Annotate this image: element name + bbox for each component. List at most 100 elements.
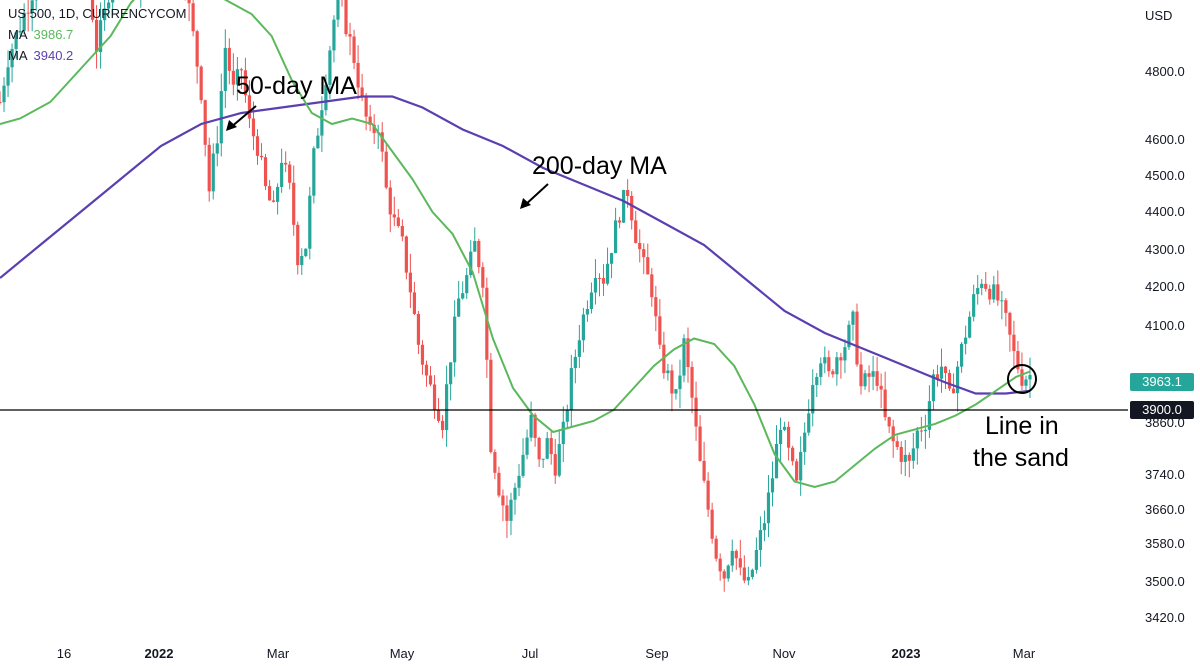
candle-body (807, 413, 811, 433)
candle-body (674, 389, 678, 394)
y-tick-label: 4200.0 (1145, 279, 1185, 294)
candle-body (348, 34, 352, 37)
candle-body (195, 31, 199, 67)
candle-body (968, 316, 972, 338)
candle-body (710, 509, 714, 539)
symbol-text: US 500, 1D, CURRENCYCOM (8, 6, 187, 21)
candle-body (827, 357, 831, 372)
candle-body (726, 565, 730, 579)
candle-body (432, 384, 437, 410)
candle-body (613, 220, 618, 254)
svg-text:3900.0: 3900.0 (1142, 402, 1182, 417)
candle-body (505, 505, 509, 521)
candle-body (754, 549, 759, 570)
y-tick-label: 3740.0 (1145, 467, 1185, 482)
candle-body (336, 0, 340, 20)
candle-body (388, 187, 392, 215)
candle-body (976, 288, 980, 295)
candle-body (569, 368, 573, 411)
chart-header-symbol: US 500, 1D, CURRENCYCOM (8, 6, 186, 21)
candle-body (187, 0, 191, 4)
candle-body (815, 376, 819, 386)
ma50-line (0, 0, 1031, 489)
candle-body (601, 278, 606, 284)
candle-body (10, 48, 14, 68)
x-tick-label: 16 (57, 646, 71, 661)
candle-body (18, 30, 22, 33)
candle-body (839, 357, 843, 361)
candle-body (782, 426, 787, 430)
candle-body (384, 151, 388, 188)
candle-body (597, 277, 602, 279)
candle-body (746, 576, 750, 581)
candle-body (557, 444, 561, 476)
candle-body (778, 429, 783, 444)
candle-body (895, 441, 899, 447)
candle-body (1020, 369, 1024, 386)
candle-body (666, 370, 670, 374)
candle-body (461, 293, 465, 299)
candle-body (770, 478, 775, 493)
x-tick-label: Mar (1013, 646, 1036, 661)
candle-body (593, 277, 598, 293)
candle-body (404, 236, 408, 273)
y-tick-label: 3580.0 (1145, 536, 1185, 551)
candle-body (400, 225, 404, 237)
candle-body (453, 316, 457, 363)
candle-body (988, 288, 992, 300)
candle-body (223, 47, 227, 92)
candle-body (549, 438, 553, 455)
candle-body (493, 452, 497, 473)
ma1-label: MA (8, 27, 28, 42)
candle-body (766, 492, 771, 524)
candle-body (891, 426, 895, 442)
arrowhead-ma200 (520, 198, 531, 209)
line-price-tag: 3900.0 (1130, 401, 1194, 419)
candle-body (247, 95, 252, 119)
candle-body (1028, 375, 1032, 380)
candle-body (22, 12, 26, 31)
candle-body (497, 472, 501, 496)
candle-body (622, 190, 626, 223)
candle-body (738, 558, 742, 568)
candle-body (284, 162, 288, 165)
candle-body (1004, 300, 1008, 313)
candle-body (980, 283, 984, 289)
candle-body (964, 337, 968, 344)
candle-body (923, 429, 927, 432)
candle-body (332, 19, 336, 51)
candle-body (396, 217, 400, 226)
candle-body (525, 437, 529, 455)
x-tick-label: Jul (522, 646, 539, 661)
last-price-tag: 3963.1 (1130, 373, 1194, 391)
candle-body (831, 371, 835, 375)
candle-body (947, 373, 952, 389)
candle-body (428, 375, 433, 385)
candle-body (537, 437, 541, 460)
candle-body (553, 454, 557, 476)
candle-body (352, 36, 356, 63)
candle-body (931, 374, 936, 402)
candle-body (859, 364, 863, 387)
candle-body (955, 366, 960, 394)
candle-body (670, 370, 674, 394)
candle-body (292, 182, 296, 225)
candle-body (316, 135, 320, 149)
candle-body (211, 153, 215, 192)
candle-body (215, 143, 219, 154)
candle-body (6, 67, 10, 86)
candle-body (1000, 300, 1004, 302)
candle-body (646, 257, 650, 275)
candle-body (915, 430, 919, 449)
candle-body (887, 417, 891, 427)
svg-text:3963.1: 3963.1 (1142, 374, 1182, 389)
candle-body (879, 385, 883, 390)
candle-body (481, 267, 485, 288)
candle-body (440, 420, 445, 431)
candle-body (243, 70, 248, 96)
candle-body (251, 118, 256, 137)
candle-body (501, 495, 505, 506)
candle-body (654, 297, 658, 317)
candle-body (565, 410, 569, 422)
